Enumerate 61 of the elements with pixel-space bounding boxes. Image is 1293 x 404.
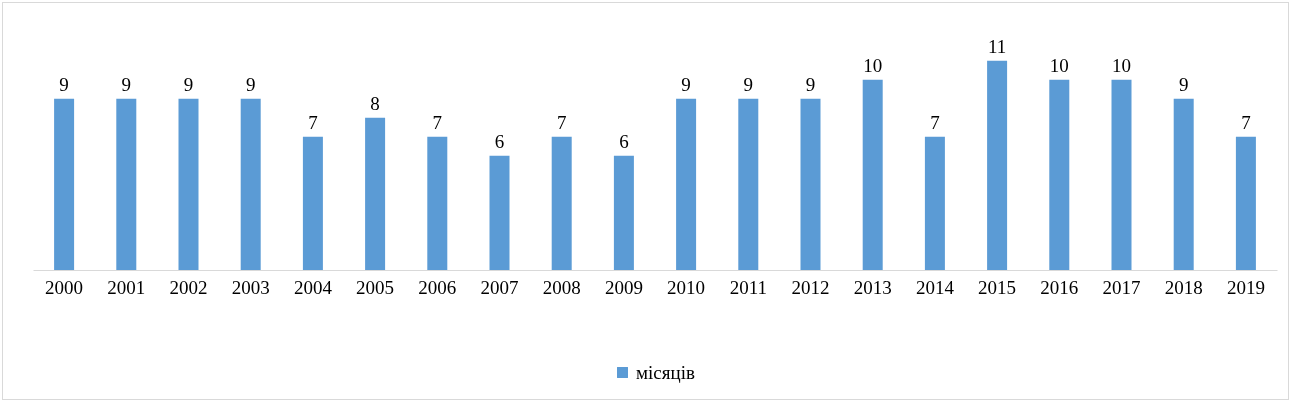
bar [116,98,137,270]
data-label: 7 [1241,111,1251,133]
bar [427,136,448,270]
bar [613,155,634,270]
bar [1173,98,1194,270]
bar [676,98,697,270]
x-tick-label: 2015 [978,276,1017,298]
x-tick-label: 2016 [1040,276,1079,298]
x-tick-label: 2003 [231,276,270,298]
x-tick-label: 2018 [1164,276,1203,298]
data-label: 8 [370,92,380,114]
x-tick-label: 2010 [667,276,706,298]
bar [240,98,261,270]
x-tick-label: 2017 [1102,276,1141,298]
data-label: 7 [432,111,443,133]
x-tick-label: 2004 [293,276,333,298]
data-label: 6 [619,130,629,152]
bar [302,136,323,270]
x-tick-label: 2007 [480,276,519,298]
x-tick-label: 2009 [604,276,643,298]
bar [1235,136,1256,270]
data-label: 9 [1178,73,1189,95]
data-label: 7 [308,111,318,133]
x-tick-label: 2000 [45,276,84,298]
bar [489,155,510,270]
data-label: 9 [59,73,69,95]
data-label: 9 [183,73,194,95]
bar [862,79,883,270]
x-tick-label: 2001 [107,276,146,298]
data-label: 9 [121,73,132,95]
bar [365,117,386,270]
bar [738,98,759,270]
x-tick-label: 2012 [791,276,830,298]
data-label: 9 [681,73,691,95]
data-label: 7 [930,111,940,133]
data-label: 10 [1049,54,1069,76]
x-tick-label: 2002 [169,276,208,298]
bar [924,136,945,270]
x-tick-label: 2013 [853,276,892,298]
x-tick-label: 2014 [915,276,955,298]
x-tick-label: 2019 [1226,276,1265,298]
data-label: 7 [556,111,567,133]
data-label: 9 [805,73,816,95]
bar [1111,79,1132,270]
data-label: 6 [494,130,505,152]
bar [1049,79,1070,270]
x-tick-label: 2006 [418,276,457,298]
bar [54,98,75,270]
data-label: 10 [863,54,883,76]
x-tick-label: 2011 [729,276,767,298]
legend-label: місяців [636,361,695,383]
data-label: 10 [1112,54,1131,76]
x-tick-label: 2005 [356,276,395,298]
bar [987,60,1008,270]
x-tick-label: 2008 [542,276,581,298]
bar [178,98,199,270]
data-label: 9 [245,73,256,95]
bar [551,136,572,270]
data-label: 11 [987,35,1007,57]
bar [800,98,821,270]
data-label: 9 [743,73,754,95]
